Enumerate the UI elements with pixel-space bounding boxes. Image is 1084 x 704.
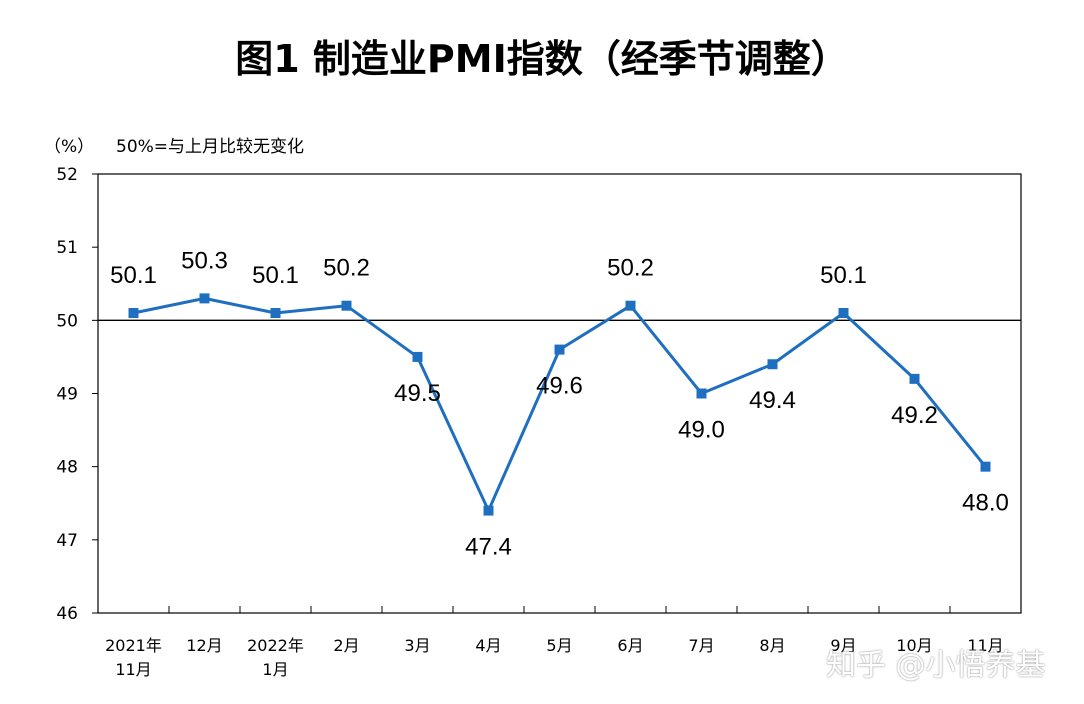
data-label: 48.0 [962, 490, 1009, 517]
data-label: 49.2 [891, 402, 938, 429]
data-label: 50.2 [607, 255, 654, 282]
x-tick-label: 11月 [967, 636, 1003, 655]
data-point [199, 293, 210, 304]
series-line [133, 296, 987, 513]
data-point [696, 388, 707, 399]
data-point [767, 359, 778, 370]
data-label: 49.0 [678, 417, 725, 444]
data-point [412, 351, 423, 362]
data-label: 50.1 [820, 262, 867, 289]
y-tick-label: 49 [56, 385, 78, 405]
data-point [341, 300, 352, 311]
x-tick-label: 7月 [688, 636, 714, 655]
data-label: 49.5 [394, 380, 441, 407]
y-tick-label: 46 [56, 604, 78, 624]
data-point [554, 344, 565, 355]
data-point [980, 461, 991, 472]
data-point [625, 300, 636, 311]
y-tick-label: 47 [56, 531, 78, 551]
data-label: 50.1 [252, 262, 299, 289]
x-tick-label: 3月 [404, 636, 430, 655]
x-tick-label: 2021年 11月 [105, 636, 162, 679]
x-tick-label: 8月 [759, 636, 785, 655]
x-tick-label: 4月 [475, 636, 501, 655]
x-tick-label: 12月 [186, 636, 222, 655]
y-unit-label: （%） [44, 137, 95, 157]
data-point [128, 308, 139, 319]
data-label: 50.2 [323, 255, 370, 282]
chart-title: 图1 制造业PMI指数（经季节调整） [235, 37, 849, 81]
x-tick-label: 5月 [546, 636, 572, 655]
data-point [909, 373, 920, 384]
y-tick-label: 51 [56, 238, 78, 258]
reference-note: 50%=与上月比较无变化 [116, 137, 305, 157]
data-label: 50.1 [110, 262, 157, 289]
x-tick-label: 2月 [333, 636, 359, 655]
data-point [270, 308, 281, 319]
x-tick-label: 10月 [896, 636, 932, 655]
y-tick-label: 50 [56, 311, 78, 331]
y-tick-label: 52 [56, 165, 78, 185]
x-tick-label: 6月 [617, 636, 643, 655]
y-tick-label: 48 [56, 458, 78, 478]
data-point [838, 308, 849, 319]
x-tick-label: 9月 [830, 636, 856, 655]
data-label: 47.4 [465, 534, 512, 561]
x-tick-label: 2022年 1月 [247, 636, 304, 679]
data-label: 49.4 [749, 387, 796, 414]
data-point [483, 505, 494, 516]
watermark: 知乎 @小悟养基 [826, 648, 1046, 683]
data-label: 49.6 [536, 373, 583, 400]
data-label: 50.3 [181, 247, 228, 274]
